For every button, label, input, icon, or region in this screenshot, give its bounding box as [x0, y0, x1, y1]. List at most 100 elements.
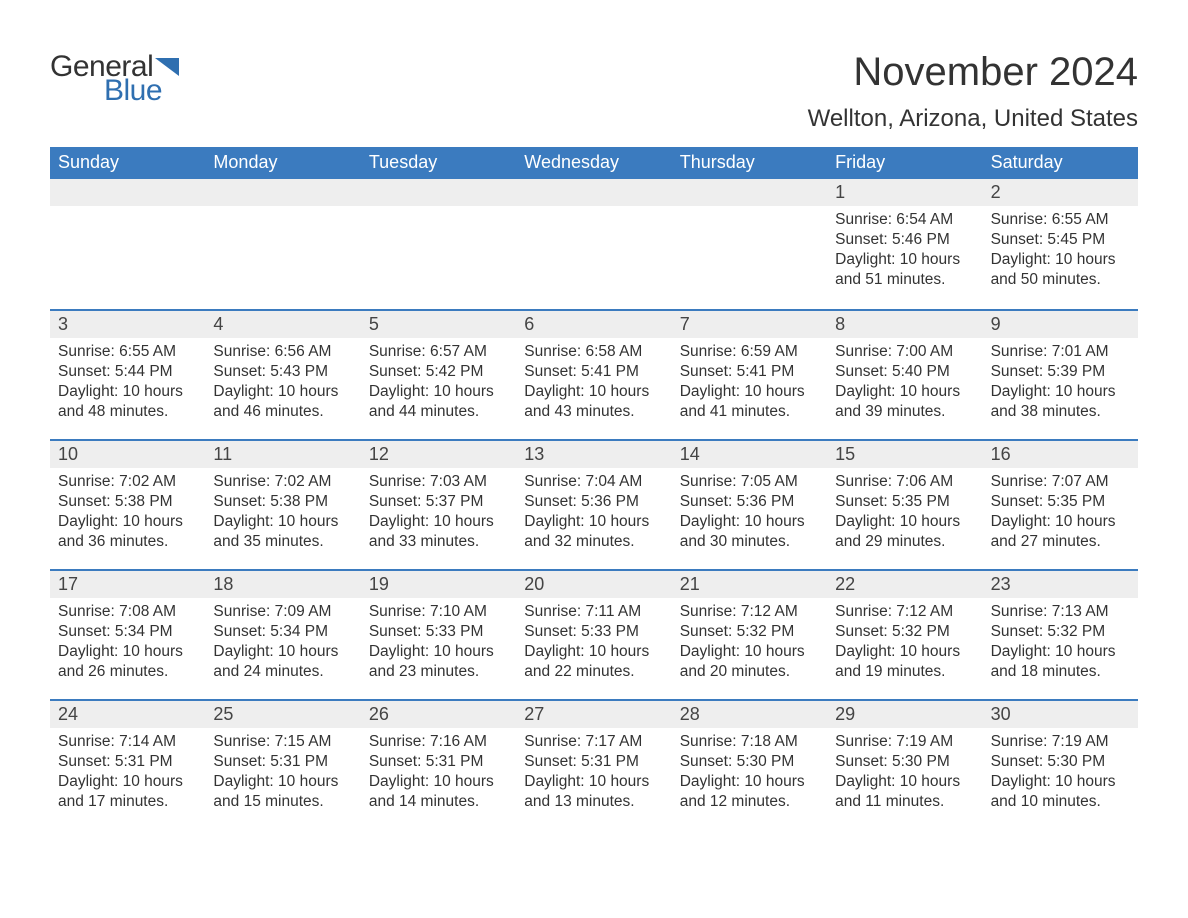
day-number: 27: [516, 701, 671, 728]
day-details: Sunrise: 7:18 AMSunset: 5:30 PMDaylight:…: [672, 732, 827, 813]
day-sunset: Sunset: 5:36 PM: [680, 492, 819, 512]
day-details: Sunrise: 7:05 AMSunset: 5:36 PMDaylight:…: [672, 472, 827, 553]
day-daylight1: Daylight: 10 hours: [991, 512, 1130, 532]
day-daylight2: and 10 minutes.: [991, 792, 1130, 812]
day-sunset: Sunset: 5:32 PM: [835, 622, 974, 642]
day-sunrise: Sunrise: 7:19 AM: [835, 732, 974, 752]
day-sunrise: Sunrise: 7:15 AM: [213, 732, 352, 752]
day-sunrise: Sunrise: 6:59 AM: [680, 342, 819, 362]
day-sunrise: Sunrise: 7:01 AM: [991, 342, 1130, 362]
calendar-day: 29Sunrise: 7:19 AMSunset: 5:30 PMDayligh…: [827, 701, 982, 829]
calendar-day: [50, 179, 205, 309]
day-number: 30: [983, 701, 1138, 728]
day-sunset: Sunset: 5:38 PM: [213, 492, 352, 512]
day-daylight2: and 27 minutes.: [991, 532, 1130, 552]
calendar-day: 7Sunrise: 6:59 AMSunset: 5:41 PMDaylight…: [672, 311, 827, 439]
calendar-day: 28 Sunrise: 7:18 AMSunset: 5:30 PMDayligh…: [672, 701, 827, 829]
day-sunrise: Sunrise: 7:10 AM: [369, 602, 508, 622]
calendar-week: 17Sunrise: 7:08 AMSunset: 5:34 PMDayligh…: [50, 569, 1138, 699]
calendar-grid: Sunday Monday Tuesday Wednesday Thursday…: [50, 147, 1138, 829]
calendar-week: 10Sunrise: 7:02 AMSunset: 5:38 PMDayligh…: [50, 439, 1138, 569]
day-sunset: Sunset: 5:36 PM: [524, 492, 663, 512]
day-number: [516, 179, 671, 206]
day-sunrise: Sunrise: 7:04 AM: [524, 472, 663, 492]
day-daylight2: and 12 minutes.: [680, 792, 819, 812]
day-number: 18: [205, 571, 360, 598]
day-details: Sunrise: 7:06 AMSunset: 5:35 PMDaylight:…: [827, 472, 982, 553]
day-sunset: Sunset: 5:32 PM: [680, 622, 819, 642]
day-number: 19: [361, 571, 516, 598]
day-number: 23: [983, 571, 1138, 598]
calendar-day: 14Sunrise: 7:05 AMSunset: 5:36 PMDayligh…: [672, 441, 827, 569]
day-daylight2: and 36 minutes.: [58, 532, 197, 552]
day-number: [50, 179, 205, 206]
day-daylight1: Daylight: 10 hours: [58, 512, 197, 532]
day-sunrise: Sunrise: 7:08 AM: [58, 602, 197, 622]
day-daylight2: and 29 minutes.: [835, 532, 974, 552]
day-number: 1: [827, 179, 982, 206]
day-daylight1: Daylight: 10 hours: [213, 642, 352, 662]
calendar-day: 9Sunrise: 7:01 AMSunset: 5:39 PMDaylight…: [983, 311, 1138, 439]
day-daylight2: and 44 minutes.: [369, 402, 508, 422]
day-number: 15: [827, 441, 982, 468]
day-daylight2: and 41 minutes.: [680, 402, 819, 422]
calendar-day: 11Sunrise: 7:02 AMSunset: 5:38 PMDayligh…: [205, 441, 360, 569]
day-daylight2: and 24 minutes.: [213, 662, 352, 682]
brand-logo: General Blue: [50, 50, 179, 108]
day-daylight1: Daylight: 10 hours: [991, 642, 1130, 662]
day-daylight1: Daylight: 10 hours: [991, 772, 1130, 792]
day-details: Sunrise: 7:04 AMSunset: 5:36 PMDaylight:…: [516, 472, 671, 553]
day-daylight2: and 20 minutes.: [680, 662, 819, 682]
calendar-day: 10Sunrise: 7:02 AMSunset: 5:38 PMDayligh…: [50, 441, 205, 569]
day-details: Sunrise: 7:03 AMSunset: 5:37 PMDaylight:…: [361, 472, 516, 553]
day-daylight1: Daylight: 10 hours: [680, 512, 819, 532]
day-sunset: Sunset: 5:30 PM: [680, 752, 819, 772]
weekday-header: Tuesday: [361, 147, 516, 179]
day-sunset: Sunset: 5:31 PM: [524, 752, 663, 772]
day-number: 7: [672, 311, 827, 338]
calendar-day: 5Sunrise: 6:57 AMSunset: 5:42 PMDaylight…: [361, 311, 516, 439]
day-number: 9: [983, 311, 1138, 338]
day-details: Sunrise: 7:16 AMSunset: 5:31 PMDaylight:…: [361, 732, 516, 813]
day-daylight2: and 26 minutes.: [58, 662, 197, 682]
day-number: 17: [50, 571, 205, 598]
day-details: Sunrise: 7:11 AMSunset: 5:33 PMDaylight:…: [516, 602, 671, 683]
day-daylight1: Daylight: 10 hours: [369, 382, 508, 402]
day-number: 12: [361, 441, 516, 468]
day-sunrise: Sunrise: 6:58 AM: [524, 342, 663, 362]
location-text: Wellton, Arizona, United States: [808, 105, 1138, 133]
calendar-day: 24 Sunrise: 7:14 AMSunset: 5:31 PMDayligh…: [50, 701, 205, 829]
day-daylight2: and 38 minutes.: [991, 402, 1130, 422]
day-daylight1: Daylight: 10 hours: [58, 382, 197, 402]
day-details: Sunrise: 7:14 AMSunset: 5:31 PMDaylight:…: [50, 732, 205, 813]
calendar-day: 8Sunrise: 7:00 AMSunset: 5:40 PMDaylight…: [827, 311, 982, 439]
day-sunrise: Sunrise: 7:02 AM: [58, 472, 197, 492]
day-sunrise: Sunrise: 6:56 AM: [213, 342, 352, 362]
day-number: 24: [50, 701, 205, 728]
day-number: 28: [672, 701, 827, 728]
day-daylight2: and 18 minutes.: [991, 662, 1130, 682]
day-daylight2: and 51 minutes.: [835, 270, 974, 290]
day-sunset: Sunset: 5:45 PM: [991, 230, 1130, 250]
day-sunrise: Sunrise: 7:17 AM: [524, 732, 663, 752]
day-details: Sunrise: 7:17 AMSunset: 5:31 PMDaylight:…: [516, 732, 671, 813]
day-sunset: Sunset: 5:33 PM: [369, 622, 508, 642]
day-number: 25: [205, 701, 360, 728]
day-sunrise: Sunrise: 6:55 AM: [991, 210, 1130, 230]
day-sunrise: Sunrise: 7:11 AM: [524, 602, 663, 622]
calendar-day: 16Sunrise: 7:07 AMSunset: 5:35 PMDayligh…: [983, 441, 1138, 569]
day-sunrise: Sunrise: 7:12 AM: [835, 602, 974, 622]
day-daylight1: Daylight: 10 hours: [991, 382, 1130, 402]
day-sunrise: Sunrise: 7:06 AM: [835, 472, 974, 492]
day-number: [672, 179, 827, 206]
calendar-day: 27 Sunrise: 7:17 AMSunset: 5:31 PMDayligh…: [516, 701, 671, 829]
day-sunset: Sunset: 5:43 PM: [213, 362, 352, 382]
calendar-day: 17Sunrise: 7:08 AMSunset: 5:34 PMDayligh…: [50, 571, 205, 699]
day-details: Sunrise: 7:19 AMSunset: 5:30 PMDaylight:…: [983, 732, 1138, 813]
day-number: 21: [672, 571, 827, 598]
day-sunrise: Sunrise: 7:07 AM: [991, 472, 1130, 492]
day-daylight2: and 50 minutes.: [991, 270, 1130, 290]
day-number: [361, 179, 516, 206]
day-daylight1: Daylight: 10 hours: [213, 382, 352, 402]
calendar-day: 22Sunrise: 7:12 AMSunset: 5:32 PMDayligh…: [827, 571, 982, 699]
